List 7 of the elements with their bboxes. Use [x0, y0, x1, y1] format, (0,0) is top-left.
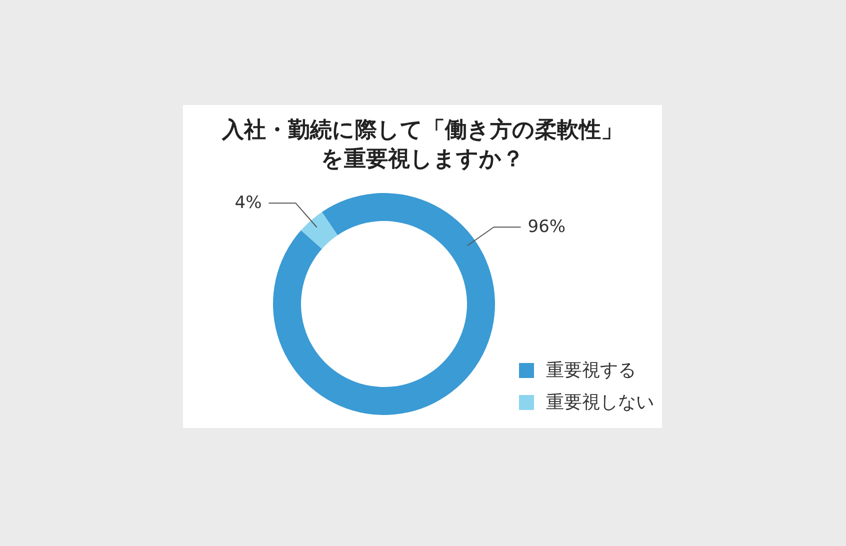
legend-label: 重要視する [546, 359, 636, 382]
chart-title: 入社・勤続に際して「働き方の柔軟性」を重要視しますか？ [220, 116, 624, 174]
donut-slice [273, 193, 495, 415]
data-label: 96% [528, 217, 566, 238]
legend-label: 重要視しない [546, 391, 654, 414]
donut-slice [300, 212, 338, 249]
data-label: 4% [234, 193, 262, 214]
